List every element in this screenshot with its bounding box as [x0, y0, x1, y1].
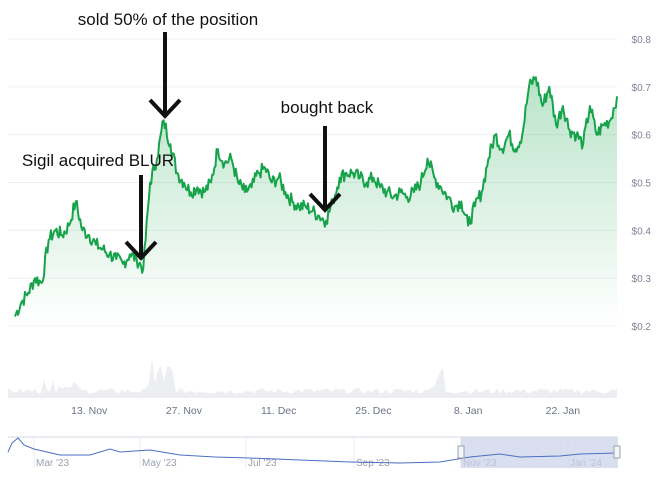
navigator-line — [7, 437, 618, 464]
price-area-fill — [14, 77, 618, 326]
x-tick-label: 25. Dec — [355, 405, 391, 417]
y-tick-label: $0.2 — [632, 322, 652, 333]
x-tick-label: 13. Nov — [71, 405, 108, 417]
y-tick-label: $0.8 — [632, 35, 652, 46]
navigator-handle[interactable] — [457, 445, 465, 459]
volume-bars — [8, 359, 617, 398]
x-tick-label: 11. Dec — [261, 405, 296, 417]
annotation-arrowhead — [148, 98, 182, 119]
volume-area — [8, 359, 617, 398]
y-tick-label: $0.7 — [632, 83, 652, 94]
annotation-label: sold 50% of the position — [78, 10, 259, 29]
annotation-label: Sigil acquired BLUR — [22, 151, 174, 170]
x-tick-label: 8. Jan — [454, 405, 483, 417]
price-line — [13, 76, 618, 317]
y-tick-label: $0.5 — [632, 179, 652, 190]
navigator-tick-label: Mar '23 — [36, 458, 69, 469]
annotation-arrowhead — [308, 192, 342, 213]
y-tick-label: $0.3 — [632, 274, 652, 285]
navigator-tick-label: Sep '23 — [356, 458, 390, 469]
x-tick-label: 22. Jan — [546, 405, 581, 417]
y-tick-label: $0.6 — [632, 131, 652, 142]
annotation-arrowhead — [124, 240, 158, 261]
annotation-label: bought back — [281, 98, 374, 117]
navigator-handle[interactable] — [613, 445, 621, 459]
navigator-tick-label: May '23 — [142, 458, 177, 469]
x-tick-label: 27. Nov — [166, 405, 203, 417]
navigator-tick-label: Jul '23 — [248, 458, 277, 469]
y-tick-label: $0.4 — [632, 226, 652, 237]
navigator-selection[interactable] — [461, 437, 618, 468]
